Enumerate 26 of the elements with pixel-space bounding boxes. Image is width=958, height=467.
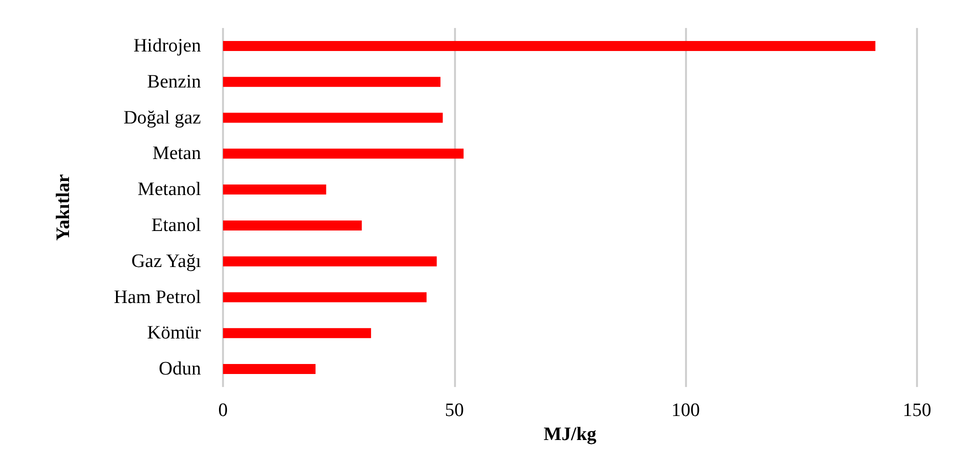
x-tick-label: 100 xyxy=(671,400,700,421)
x-tick-label: 150 xyxy=(902,400,932,421)
y-tick-label: Odun xyxy=(158,358,202,380)
bar xyxy=(223,184,326,195)
y-tick-label: Kömür xyxy=(147,322,202,344)
y-tick-label: Doğal gaz xyxy=(123,107,201,128)
y-tick-label: Ham Petrol xyxy=(114,286,201,308)
x-tick-label: 0 xyxy=(218,400,228,421)
y-tick-label: Metan xyxy=(152,143,202,164)
y-tick-label: Hidrojen xyxy=(133,35,202,56)
y-tick-label: Metanol xyxy=(138,179,201,200)
bar xyxy=(223,328,372,338)
bar xyxy=(223,40,876,51)
bar xyxy=(223,292,427,302)
y-tick-label: Gaz Yağı xyxy=(131,250,201,272)
x-tick-label: 50 xyxy=(444,400,464,421)
bar xyxy=(223,364,316,374)
y-tick-label: Etanol xyxy=(151,214,201,236)
bar xyxy=(223,220,362,230)
y-axis-title: Yakıtlar xyxy=(53,174,74,241)
x-axis-title: MJ/kg xyxy=(544,424,597,445)
bar xyxy=(223,256,437,266)
y-tick-label: Benzin xyxy=(147,71,202,92)
bar xyxy=(223,76,440,87)
bar xyxy=(223,112,443,123)
bar xyxy=(223,148,464,159)
